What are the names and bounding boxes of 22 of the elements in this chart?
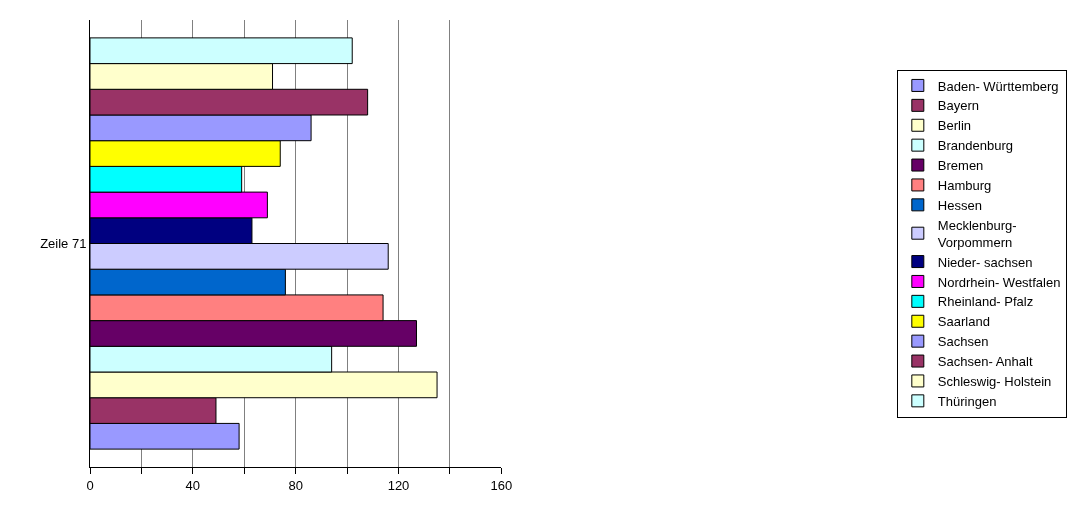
x-tick-label: 40 (185, 477, 201, 493)
legend-label: Berlin (937, 118, 972, 134)
x-tick-label: 120 (387, 477, 410, 493)
legend-label: Nordrhein- Westfalen (937, 274, 1061, 290)
legend-label: Hamburg (937, 178, 992, 194)
legend-label: Nieder- sachsen (937, 254, 1033, 270)
legend-label: Saarland (937, 314, 990, 330)
x-tick-label: 80 (288, 477, 303, 493)
legend-label: Baden- Württemberg (937, 78, 1059, 94)
legend-label: Brandenburg (937, 138, 1013, 154)
legend-label: Bremen (937, 158, 984, 174)
legend-label: Hessen (937, 197, 982, 213)
legend-label: Rheinland- Pfalz (937, 294, 1034, 310)
legend-label: Mecklenburg-Vorpommern (937, 217, 1017, 250)
legend-label: Thüringen (937, 393, 997, 409)
legend-label: Sachsen- Anhalt (937, 354, 1033, 370)
y-tick-label: Zeile 71 (40, 236, 87, 252)
legend-label: Schleswig- Holstein (937, 374, 1052, 390)
legend-label: Bayern (937, 98, 980, 114)
legend-label: Sachsen (937, 334, 989, 350)
x-tick-label: 0 (86, 477, 94, 493)
x-tick-label: 160 (490, 477, 513, 493)
